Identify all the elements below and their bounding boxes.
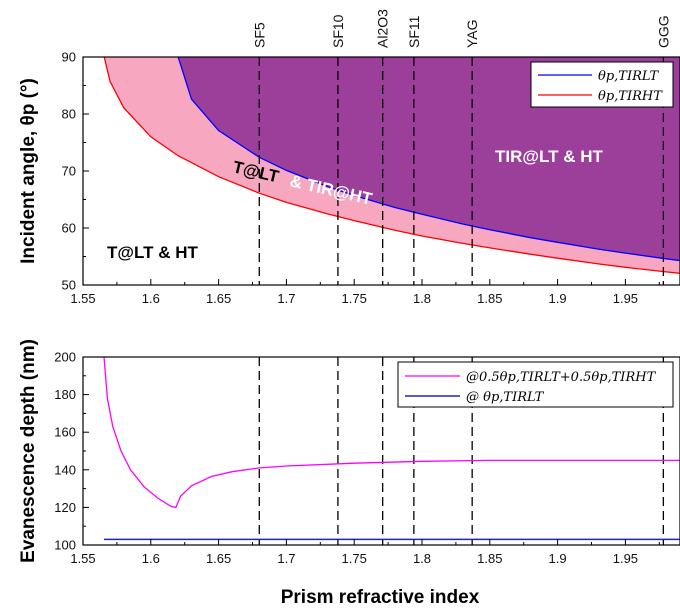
material-label-ggg: GGG bbox=[655, 15, 671, 48]
fill-tir-at-lt-and-ht bbox=[178, 57, 680, 263]
x-tick-label: 1.75 bbox=[342, 291, 367, 306]
bottom-legend: @0.5θp,TIRLT+0.5θp,TIRHT @ θp,TIRLT bbox=[397, 361, 674, 408]
x-tick-label: 1.9 bbox=[549, 291, 567, 306]
y-tick-label: 90 bbox=[62, 50, 76, 65]
material-labels: SF5 SF10 Al2O3 SF11 YAG GGG bbox=[251, 9, 671, 48]
top-y-ticks: 50 60 70 80 90 bbox=[62, 50, 89, 293]
top-legend-box bbox=[530, 61, 674, 108]
y-tick-label: 70 bbox=[62, 164, 76, 179]
bottom-panel: 100 120 140 160 180 200 1.55 1.6 1.65 1.7 1.75 1.8… bbox=[18, 339, 680, 608]
material-label-sf10: SF10 bbox=[330, 14, 346, 48]
top-y-axis-label: Incident angle, θp (°) bbox=[18, 78, 39, 264]
y-tick-label: 100 bbox=[54, 538, 76, 553]
series-line-theta-tirht bbox=[103, 57, 680, 274]
material-label-sf11: SF11 bbox=[406, 15, 422, 48]
x-tick-label: 1.85 bbox=[477, 551, 502, 566]
x-tick-label: 1.8 bbox=[413, 551, 431, 566]
bottom-y-axis-label: Evanescence depth (nm) bbox=[18, 339, 39, 563]
x-axis-label: Prism refractive index bbox=[281, 587, 480, 608]
region-label-t-lt-ht: T@LT & HT bbox=[107, 243, 198, 262]
y-tick-label: 60 bbox=[62, 221, 76, 236]
region-label-tir-lt-ht: TIR@LT & HT bbox=[495, 147, 603, 166]
legend-label-at-theta-tirlt: @ θp,TIRLT bbox=[466, 390, 545, 405]
x-tick-label: 1.55 bbox=[70, 551, 95, 566]
top-legend: θp,TIRLT θp,TIRHT bbox=[530, 61, 674, 108]
y-tick-label: 120 bbox=[54, 500, 76, 515]
material-label-yag: YAG bbox=[464, 19, 480, 48]
x-tick-label: 1.6 bbox=[142, 291, 160, 306]
material-label-sf5: SF5 bbox=[251, 22, 267, 48]
bottom-y-ticks: 100 120 140 160 180 200 bbox=[54, 350, 89, 553]
x-tick-label: 1.65 bbox=[206, 291, 231, 306]
y-tick-label: 160 bbox=[54, 425, 76, 440]
series-line-theta-tirlt bbox=[177, 57, 680, 262]
x-tick-label: 1.85 bbox=[477, 291, 502, 306]
y-tick-label: 200 bbox=[54, 350, 76, 365]
legend-label-theta-tirlt: θp,TIRLT bbox=[598, 69, 659, 84]
x-tick-label: 1.65 bbox=[206, 551, 231, 566]
y-tick-label: 80 bbox=[62, 107, 76, 122]
x-tick-label: 1.55 bbox=[70, 291, 95, 306]
material-lines-top bbox=[258, 57, 665, 285]
bottom-legend-box bbox=[397, 361, 674, 408]
x-tick-label: 1.6 bbox=[142, 551, 160, 566]
bottom-x-ticks: 1.551.61.651.71.751.81.851.91.952 bbox=[70, 539, 660, 566]
legend-label-theta-tirht: θp,TIRHT bbox=[598, 89, 663, 104]
material-label-al2o3: Al2O3 bbox=[375, 9, 391, 48]
legend-label-half-sum: @0.5θp,TIRLT+0.5θp,TIRHT bbox=[466, 370, 657, 385]
y-tick-label: 50 bbox=[62, 278, 76, 293]
top-x-ticks: 1.551.61.651.71.751.81.851.91.952 bbox=[70, 279, 660, 306]
x-tick-label: 1.95 bbox=[613, 551, 638, 566]
x-tick-label: 1.7 bbox=[277, 551, 295, 566]
y-tick-label: 180 bbox=[54, 387, 76, 402]
series-line-half-sum bbox=[103, 357, 680, 509]
y-tick-label: 140 bbox=[54, 462, 76, 477]
top-panel: 50 60 70 80 90 1.55 1.6 1.65 1.7 1.75 1.8 1.85 1.9 1… bbox=[18, 9, 680, 306]
x-tick-label: 1.7 bbox=[277, 291, 295, 306]
x-tick-label: 1.8 bbox=[413, 291, 431, 306]
x-tick-label: 1.9 bbox=[549, 551, 567, 566]
x-tick-label: 1.95 bbox=[613, 291, 638, 306]
x-tick-label: 1.75 bbox=[342, 551, 367, 566]
